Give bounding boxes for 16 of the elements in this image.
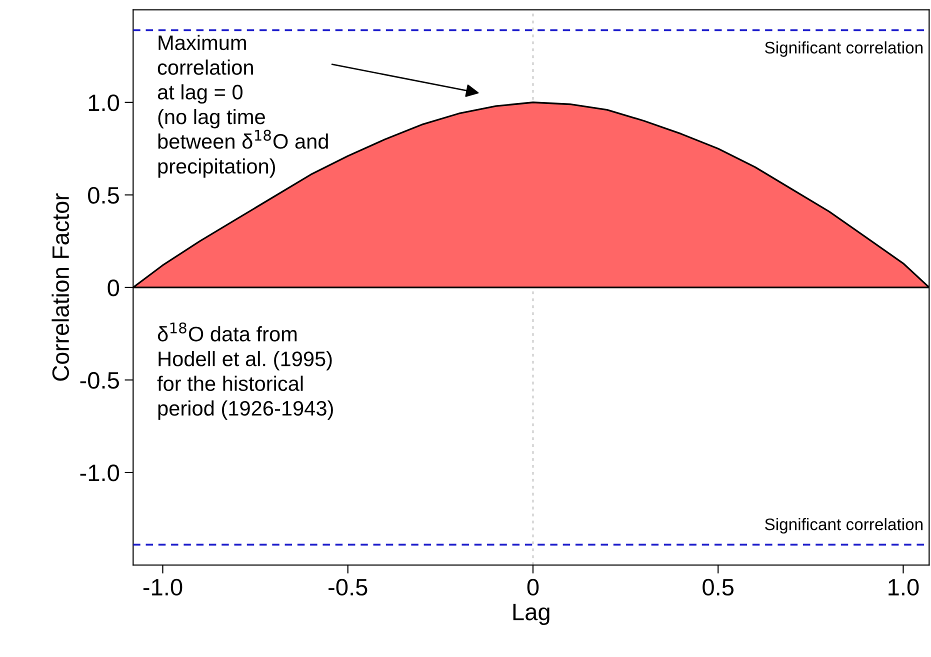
y-tick-label: 0.5 bbox=[88, 186, 119, 204]
x-axis-title: Lag bbox=[513, 604, 550, 626]
y-tick-label: 1.0 bbox=[88, 94, 120, 112]
x-tick-label: -1.0 bbox=[143, 578, 182, 596]
y-axis-title: Correlation Factor bbox=[52, 193, 70, 381]
x-tick-label: 0 bbox=[527, 578, 539, 596]
annotation: Maximum correlation at lag = 0 (no lag time between δ$^{18}$O and precipitation) bbox=[158, 34, 328, 178]
y-tick-label: -1.0 bbox=[80, 464, 120, 482]
y-tick-label: 0 bbox=[108, 280, 120, 296]
x-tick-label: 1.0 bbox=[888, 578, 919, 596]
x-tick-label: -0.5 bbox=[328, 578, 368, 596]
x-tick-label: 0.5 bbox=[702, 578, 734, 596]
ref-line-label: Significant correlation bbox=[765, 41, 923, 57]
ref-line-label: Significant correlation bbox=[765, 518, 923, 534]
y-tick-label: -0.5 bbox=[80, 372, 119, 389]
annotation: δ$^{18}$O data from Hodell et al. (1995) for the historical period (1926-1943) bbox=[157, 322, 333, 420]
